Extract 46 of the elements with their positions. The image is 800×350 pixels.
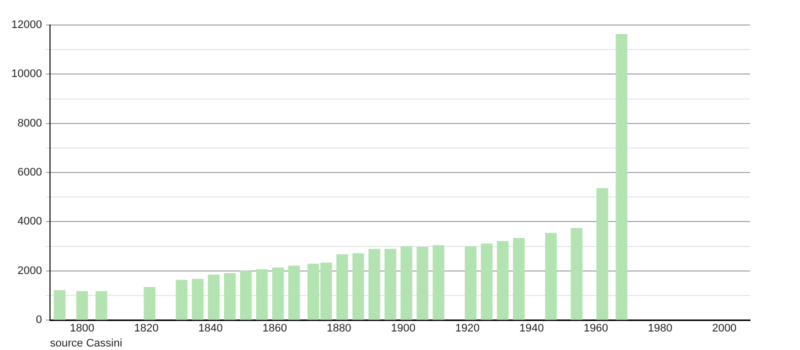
y-tick-label: 4000 <box>18 216 42 228</box>
bar <box>368 248 380 320</box>
y-tick-label: 2000 <box>18 264 42 277</box>
y-tick-label: 6000 <box>18 166 42 179</box>
y-tick-label: 8000 <box>18 117 42 130</box>
bar <box>570 228 582 320</box>
bar <box>480 243 493 320</box>
bar <box>272 268 284 320</box>
x-tick-label: 1840 <box>198 322 223 335</box>
bar <box>54 290 66 320</box>
bar <box>224 272 236 320</box>
bar <box>416 246 428 320</box>
x-tick-label: 1800 <box>70 322 94 335</box>
bar <box>400 246 412 320</box>
x-tick-label: 1820 <box>134 322 159 335</box>
x-tick-label: 1980 <box>648 322 672 335</box>
bar <box>76 291 88 320</box>
bar <box>496 241 509 320</box>
bar <box>288 266 300 320</box>
x-tick-label: 1940 <box>519 322 544 335</box>
bar <box>256 269 268 320</box>
bar <box>336 254 348 320</box>
x-tick-label: 1860 <box>262 322 288 335</box>
x-tick-label: 1880 <box>326 322 352 335</box>
source-note: source Cassini <box>50 338 122 350</box>
bar <box>512 238 525 320</box>
x-tick-label: 1920 <box>455 322 480 335</box>
bar <box>432 245 444 320</box>
bar <box>596 188 608 320</box>
bar <box>192 278 204 320</box>
x-tick-label: 1900 <box>390 322 416 335</box>
bar <box>384 248 396 320</box>
y-tick-label: 10000 <box>11 68 42 80</box>
bar <box>616 34 628 320</box>
bar <box>208 274 220 320</box>
bar <box>464 246 476 320</box>
bar <box>96 291 108 320</box>
y-tick-label: 0 <box>36 314 42 326</box>
bar <box>240 270 252 320</box>
bar <box>144 286 156 320</box>
bar <box>176 280 188 320</box>
y-tick-label: 12000 <box>11 19 42 32</box>
x-tick-label: 1960 <box>584 322 608 335</box>
bar <box>545 232 557 320</box>
x-tick-label: 2000 <box>712 322 737 335</box>
bar <box>352 253 364 320</box>
